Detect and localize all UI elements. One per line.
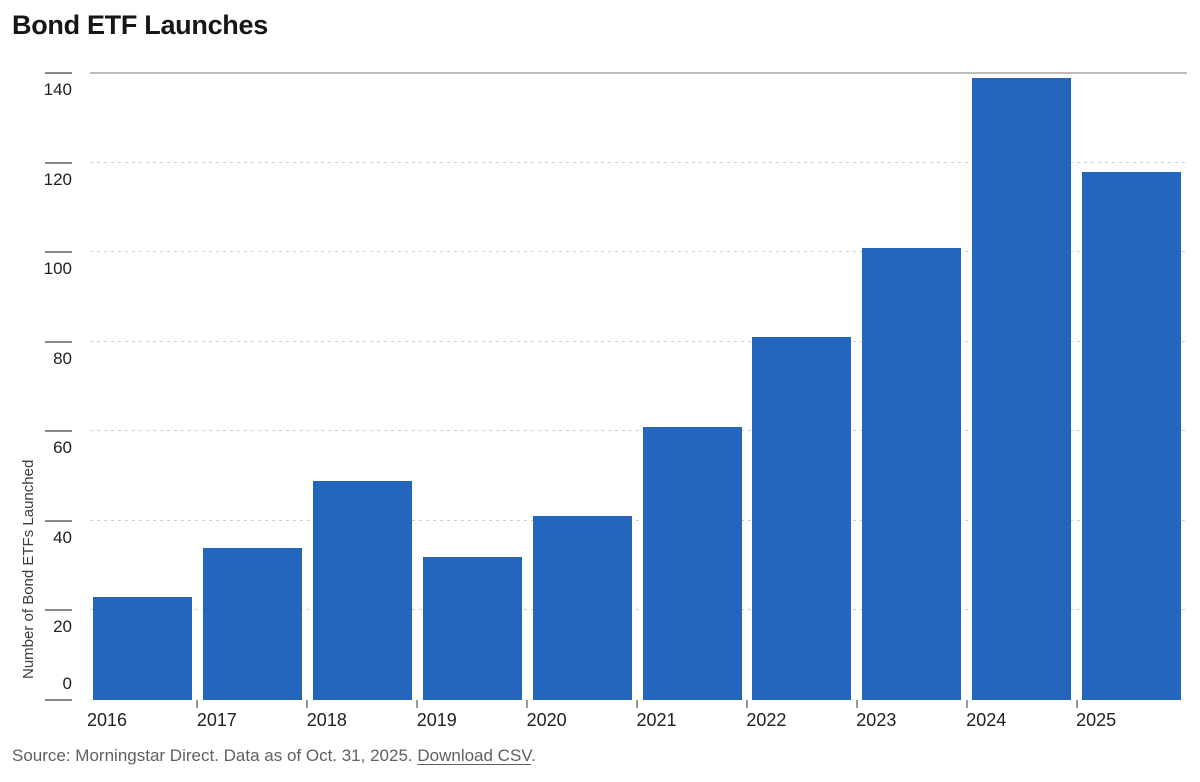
bar-2025: [1082, 171, 1182, 700]
bar-2018: [312, 480, 412, 700]
y-tick-label-0: 0: [62, 674, 72, 693]
gridline-60: [90, 430, 1187, 432]
x-label-2025: 2025: [1076, 710, 1117, 730]
bar-2021: [642, 426, 742, 700]
x-tick: [196, 700, 199, 708]
x-label-2024: 2024: [966, 710, 1007, 730]
y-tick-label-100: 100: [43, 259, 72, 279]
x-label-2016: 2016: [87, 710, 128, 730]
source-note: Source: Morningstar Direct. Data as of O…: [12, 746, 536, 766]
y-tick-label-80: 80: [53, 348, 72, 368]
bar-2019: [422, 556, 522, 700]
bar-2016: [93, 597, 192, 700]
source-text: Source: Morningstar Direct. Data as of O…: [12, 746, 418, 765]
source-period: .: [531, 746, 536, 765]
y-tick-0: [45, 699, 72, 701]
bar-2020: [532, 516, 632, 700]
page-title: Bond ETF Launches: [12, 10, 268, 40]
y-tick-140: [45, 72, 72, 74]
y-tick-label-20: 20: [53, 617, 72, 637]
y-tick-40: [45, 519, 72, 522]
x-label-2017: 2017: [196, 710, 237, 730]
x-label-2018: 2018: [306, 710, 347, 730]
y-tick-label-60: 60: [53, 438, 72, 458]
y-tick-80: [45, 340, 72, 343]
x-tick: [306, 700, 309, 708]
bar-2023: [862, 247, 962, 700]
x-tick: [965, 700, 968, 708]
y-tick-label-40: 40: [53, 527, 72, 547]
x-tick: [636, 700, 638, 708]
y-tick-20: [45, 609, 72, 612]
bar-2024: [972, 77, 1072, 700]
y-axis-title: Number of Bond ETFs Launched: [20, 459, 37, 679]
x-tick: [745, 700, 748, 708]
x-label-2019: 2019: [416, 710, 457, 730]
download-csv-link[interactable]: Download CSV: [417, 746, 532, 765]
gridline-100: [90, 251, 1187, 253]
x-tick: [1075, 700, 1078, 708]
x-tick: [526, 700, 529, 708]
y-tick-label-140: 140: [43, 80, 72, 99]
bar-2017: [202, 547, 302, 700]
gridline-140: [90, 72, 1187, 74]
bar-2022: [752, 337, 852, 700]
gridline-120: [90, 161, 1187, 163]
x-tick: [855, 700, 858, 708]
x-label-2021: 2021: [636, 710, 677, 730]
y-tick-100: [45, 251, 72, 254]
y-tick-60: [45, 430, 72, 433]
x-label-2022: 2022: [746, 710, 787, 730]
x-tick: [416, 700, 419, 708]
y-tick-120: [45, 161, 72, 164]
gridline-40: [90, 519, 1187, 521]
gridline-20: [90, 609, 1187, 611]
x-label-2020: 2020: [526, 710, 567, 730]
y-tick-label-120: 120: [43, 169, 72, 189]
x-label-2023: 2023: [856, 710, 897, 730]
gridline-80: [90, 340, 1187, 342]
